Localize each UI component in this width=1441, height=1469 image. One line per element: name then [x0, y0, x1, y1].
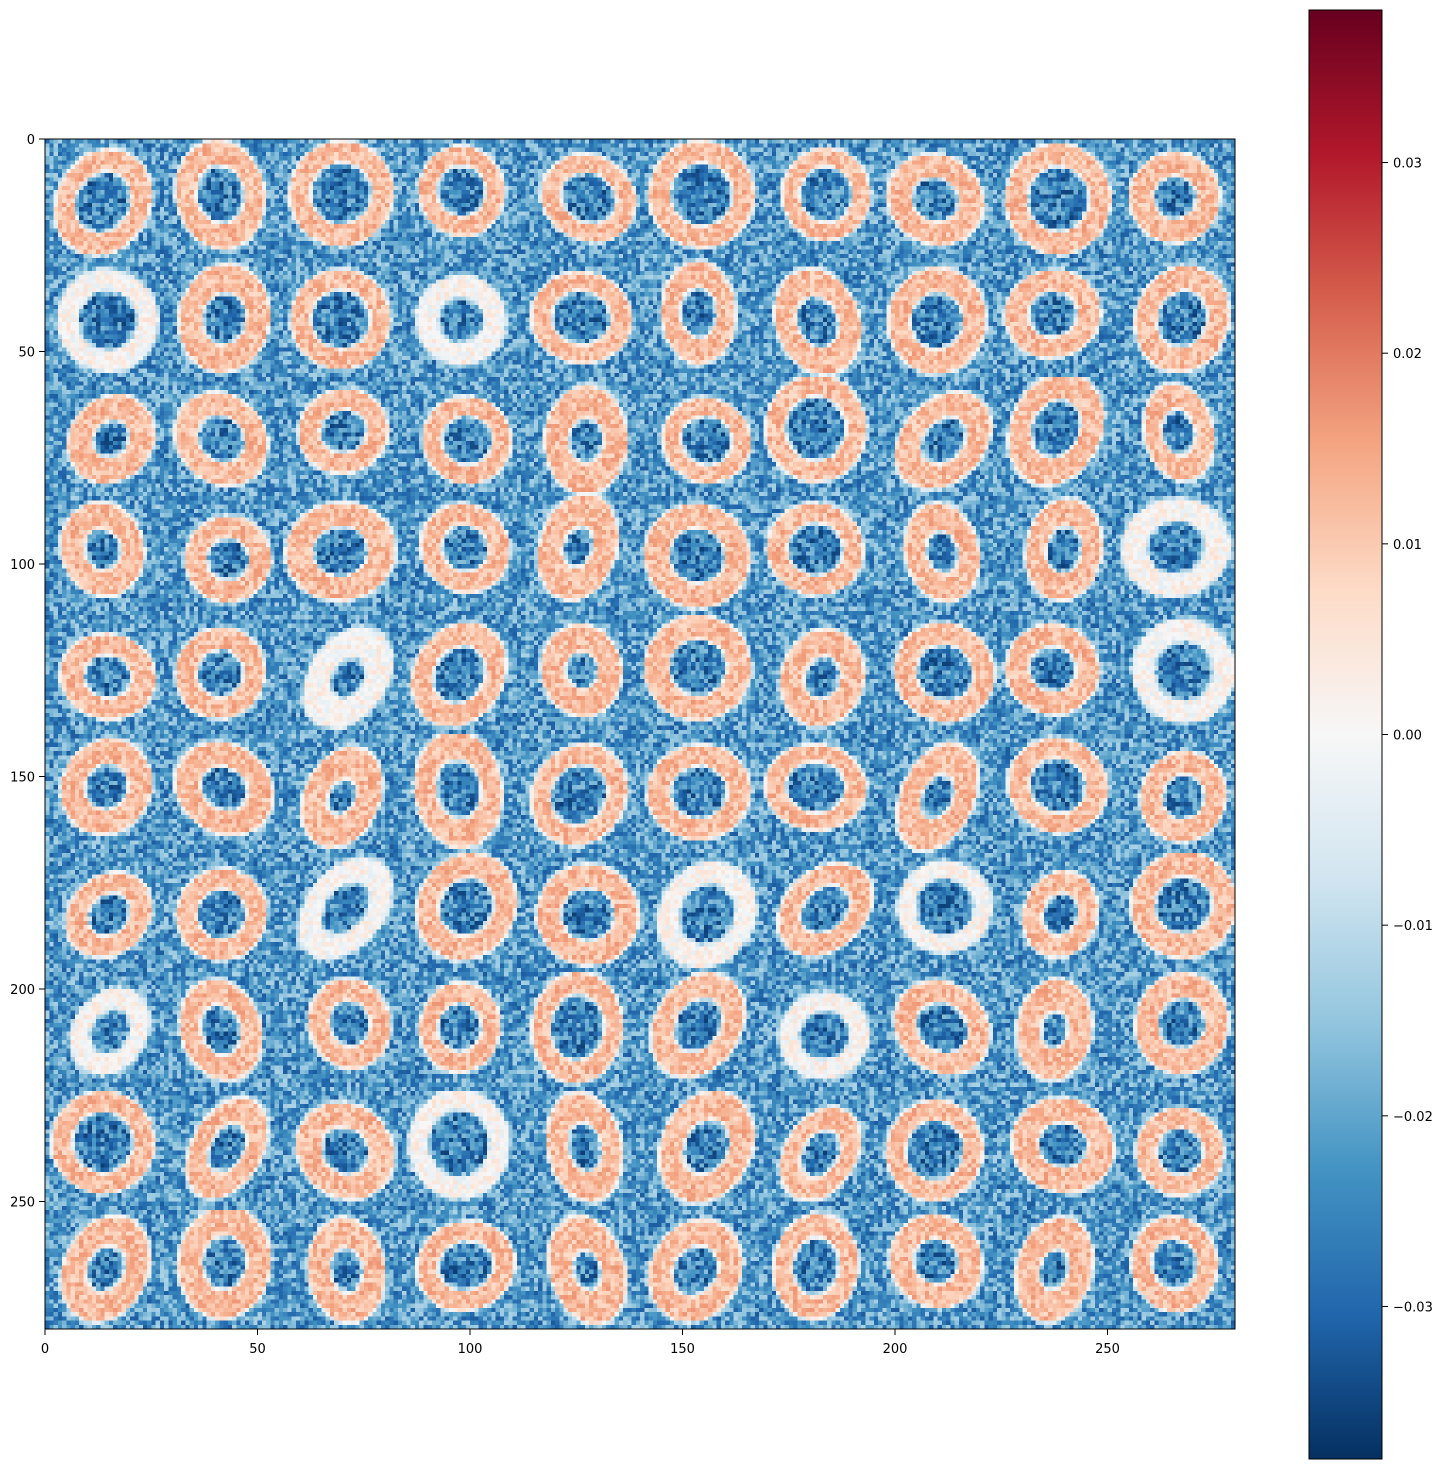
x-tick-label: 250: [1095, 1342, 1120, 1357]
colorbar: −0.03 −0.02 −0.01 0.00 0.01 0.02 0.03: [1308, 9, 1433, 1460]
colorbar-tick-label: −0.02: [1393, 1110, 1433, 1125]
heatmap-image: [45, 139, 1235, 1329]
colorbar-tick-label: −0.01: [1393, 919, 1433, 934]
colorbar-gradient: [1309, 10, 1382, 1459]
y-tick-label: 0: [27, 133, 35, 148]
colorbar-tick-label: −0.03: [1393, 1300, 1433, 1315]
colorbar-tick-label: 0.00: [1393, 729, 1422, 744]
plot-area: 0 50 100 150 200 250 0 50 100 150 200 250: [10, 133, 1236, 1357]
colorbar-tick-label: 0.02: [1393, 347, 1422, 362]
y-tick-label: 250: [10, 1196, 35, 1211]
colorbar-tick-label: 0.01: [1393, 538, 1422, 553]
x-tick-label: 200: [883, 1342, 908, 1357]
y-axis-ticks: 0 50 100 150 200 250: [10, 133, 45, 1211]
x-tick-label: 100: [458, 1342, 483, 1357]
x-tick-label: 0: [41, 1342, 49, 1357]
y-tick-label: 150: [10, 771, 35, 786]
colorbar-ticks: −0.03 −0.02 −0.01 0.00 0.01 0.02 0.03: [1382, 157, 1433, 1315]
y-tick-label: 200: [10, 983, 35, 998]
x-tick-label: 50: [249, 1342, 266, 1357]
x-tick-label: 150: [670, 1342, 695, 1357]
colorbar-tick-label: 0.03: [1393, 157, 1422, 172]
plot-frame: [44, 138, 1236, 1330]
x-axis-ticks: 0 50 100 150 200 250: [41, 1329, 1120, 1357]
y-tick-label: 100: [10, 558, 35, 573]
y-tick-label: 50: [18, 346, 35, 361]
